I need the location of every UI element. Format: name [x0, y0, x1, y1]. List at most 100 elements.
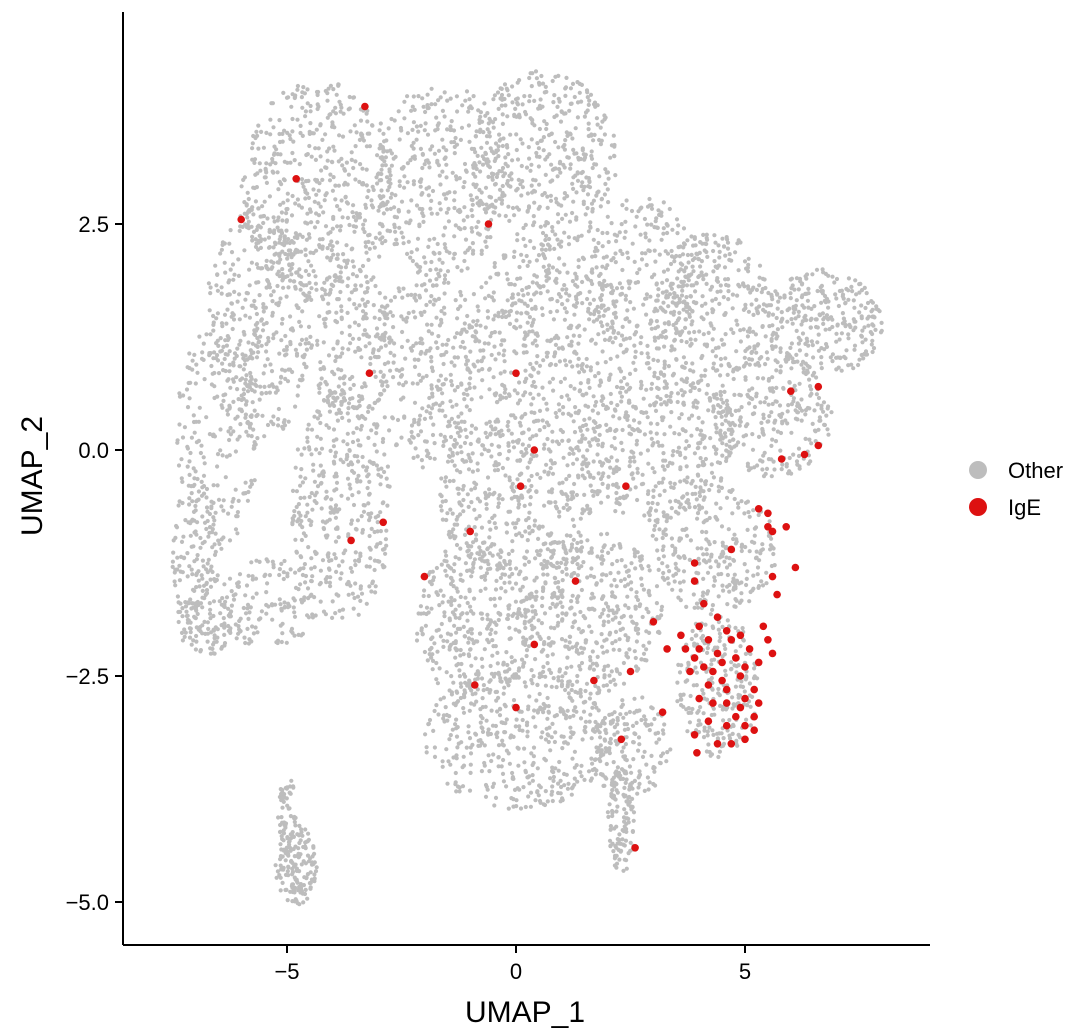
- other-point: [284, 352, 289, 357]
- other-point: [364, 144, 369, 149]
- other-point: [307, 290, 312, 295]
- other-point: [367, 491, 372, 496]
- other-point: [367, 341, 372, 346]
- other-point: [528, 168, 533, 173]
- other-point: [192, 518, 197, 523]
- other-point: [608, 325, 614, 330]
- other-point: [541, 252, 546, 257]
- other-point: [215, 573, 220, 578]
- other-point: [402, 99, 407, 104]
- other-point: [234, 636, 239, 641]
- other-point: [354, 306, 359, 311]
- other-point: [327, 409, 332, 414]
- other-point: [788, 296, 793, 301]
- other-point: [471, 292, 476, 297]
- other-point: [213, 625, 218, 630]
- other-point: [385, 207, 390, 212]
- other-point: [295, 83, 300, 89]
- other-point: [444, 162, 449, 167]
- other-point: [358, 269, 363, 274]
- other-point: [179, 476, 184, 481]
- other-point: [503, 253, 508, 258]
- other-point: [543, 84, 548, 89]
- other-point: [418, 378, 423, 383]
- other-point: [509, 177, 514, 182]
- other-point: [211, 642, 216, 647]
- other-point: [397, 179, 402, 184]
- other-point: [724, 398, 730, 403]
- other-point: [323, 193, 328, 198]
- other-point: [415, 381, 420, 386]
- other-point: [626, 400, 632, 405]
- other-point: [356, 612, 361, 617]
- other-point: [188, 450, 193, 456]
- other-point: [264, 342, 269, 347]
- other-point: [719, 363, 724, 368]
- other-point: [741, 327, 746, 332]
- other-point: [331, 87, 336, 92]
- other-point: [822, 347, 827, 352]
- other-point: [639, 383, 644, 388]
- other-point: [205, 561, 210, 566]
- other-point: [834, 331, 839, 336]
- other-point: [212, 542, 217, 547]
- other-point: [678, 479, 683, 484]
- other-point: [822, 298, 827, 303]
- other-point: [339, 571, 344, 576]
- other-point: [528, 373, 533, 378]
- other-point: [334, 480, 340, 485]
- other-point: [476, 108, 481, 113]
- other-point: [414, 203, 420, 208]
- other-point: [649, 206, 655, 211]
- other-point: [459, 125, 465, 130]
- other-point: [646, 361, 651, 366]
- other-point: [411, 140, 416, 145]
- other-point: [378, 510, 383, 515]
- other-point: [533, 69, 539, 74]
- other-point: [349, 521, 354, 526]
- other-point: [502, 348, 507, 353]
- other-point: [689, 433, 694, 438]
- other-point: [594, 193, 599, 198]
- other-point: [542, 256, 548, 261]
- other-point: [233, 487, 238, 492]
- other-point: [668, 424, 673, 429]
- other-point: [653, 259, 658, 264]
- other-point: [299, 177, 305, 182]
- other-point: [776, 299, 781, 304]
- other-point: [454, 177, 459, 182]
- other-point: [527, 93, 532, 99]
- other-point: [401, 383, 406, 388]
- other-point: [295, 519, 300, 524]
- other-point: [454, 94, 459, 99]
- other-point: [718, 428, 723, 433]
- other-point: [565, 393, 570, 398]
- other-point: [641, 302, 646, 307]
- other-point: [350, 259, 355, 264]
- other-point: [458, 331, 463, 336]
- other-point: [351, 203, 356, 208]
- other-point: [211, 313, 216, 319]
- other-point: [173, 535, 178, 541]
- other-point: [726, 363, 732, 368]
- other-point: [346, 592, 351, 597]
- other-point: [338, 109, 343, 114]
- other-point: [597, 174, 602, 179]
- other-point: [480, 367, 485, 372]
- other-point: [296, 203, 302, 208]
- other-point: [309, 578, 314, 584]
- other-point: [219, 602, 224, 607]
- other-point: [345, 411, 350, 416]
- other-point: [550, 376, 556, 381]
- other-point: [597, 273, 602, 278]
- other-point: [198, 545, 203, 550]
- other-point: [374, 431, 379, 436]
- other-point: [780, 325, 785, 330]
- other-point: [323, 132, 328, 137]
- other-point: [193, 503, 198, 509]
- other-point: [376, 171, 381, 176]
- other-point: [724, 458, 729, 464]
- other-point: [609, 400, 614, 405]
- other-point: [846, 332, 851, 337]
- other-point: [611, 482, 616, 487]
